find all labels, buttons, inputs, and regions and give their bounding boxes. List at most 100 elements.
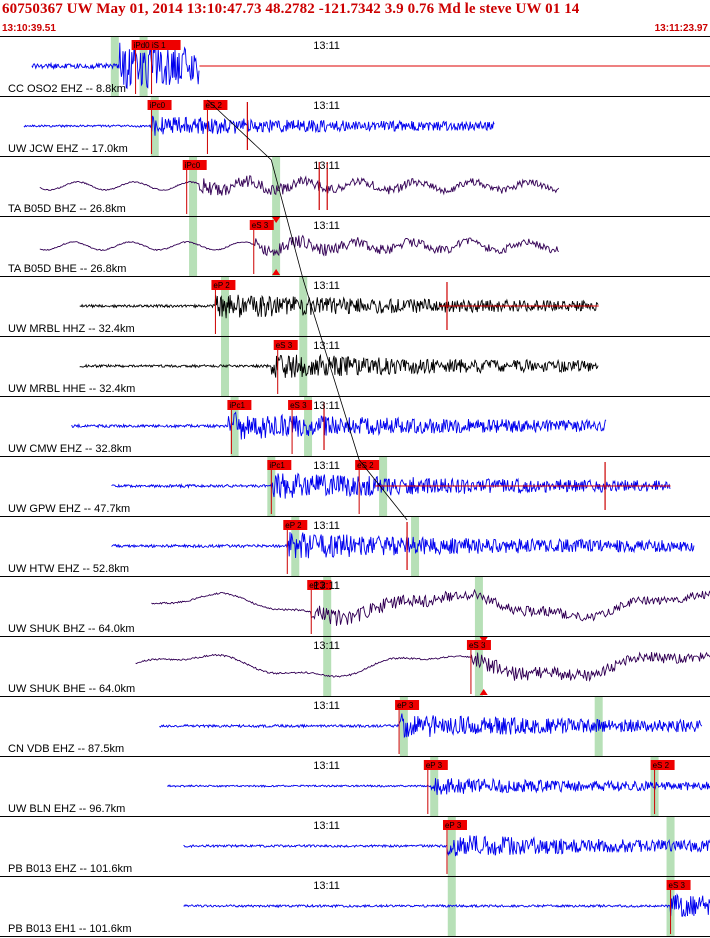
time-tick-label: 13:11 — [313, 880, 340, 892]
seismogram-traces: iPd0 iS 1 13:11 CC OSO2 EHZ -- 8.8km iPc0 eS… — [0, 36, 710, 937]
event-title: 60750367 UW May 01, 2014 13:10:47.73 48.… — [2, 1, 580, 17]
trace-row: eP 213:11 UW SHUK BHZ -- 64.0km — [8, 577, 710, 636]
time-tick-label: 13:11 — [313, 160, 340, 172]
phase-pick-box[interactable] — [273, 340, 298, 350]
time-tick-label: 13:11 — [313, 280, 340, 292]
waveform-trace — [71, 411, 607, 440]
phase-pick-box[interactable] — [131, 40, 181, 50]
trace-row: eP 3 13:11 PB B013 EHZ -- 101.6km — [8, 817, 710, 876]
phase-pick-box[interactable] — [307, 580, 332, 590]
channel-label: PB B013 EHZ -- 101.6km — [8, 863, 132, 875]
trace-row: iPc1 eS 3 13:11 UW CMW EHZ -- 32.8km — [8, 397, 607, 456]
trace-row: eS 3 13:11 PB B013 EH1 -- 101.6km — [8, 877, 710, 936]
waveform-trace — [79, 294, 599, 319]
phase-pick-label: eS 2 — [653, 761, 670, 770]
waveform-trace — [39, 175, 560, 196]
channel-label: CC OSO2 EHZ -- 8.8km — [8, 83, 126, 95]
predicted-arrival-window — [474, 577, 483, 636]
trace-row: eP 3 13:11 CN VDB EHZ -- 87.5km — [8, 697, 703, 756]
waveform-trace — [23, 115, 495, 136]
time-tick-label: 13:11 — [313, 820, 340, 832]
end-time-label: 13:11:23.97 — [654, 23, 708, 34]
phase-pick-label: eS 2 — [205, 101, 222, 110]
phase-pick-label: iPc1 — [229, 401, 245, 410]
time-tick-label: 13:11 — [313, 40, 340, 52]
phase-pick-box[interactable] — [227, 400, 252, 410]
polarity-marker — [479, 637, 488, 643]
phase-pick-label: eS 3 — [669, 881, 686, 890]
time-tick-label: 13:11 — [313, 700, 340, 712]
phase-pick-label: iPd0 iS 1 — [134, 41, 167, 50]
phase-pick-box[interactable] — [267, 460, 292, 470]
phase-pick-box[interactable] — [283, 520, 308, 530]
channel-label: UW MRBL HHE -- 32.4km — [8, 383, 135, 395]
predicted-arrival-window — [474, 637, 483, 696]
phase-pick-label: eP 3 — [426, 761, 443, 770]
phase-pick-label: eS 3 — [276, 341, 293, 350]
waveform-trace — [167, 777, 710, 795]
predicted-arrival-window — [666, 817, 675, 876]
predicted-arrival-window — [447, 817, 456, 876]
start-time-label: 13:10:39.51 — [2, 23, 56, 34]
trace-row: eS 3 13:11 UW MRBL HHE -- 32.4km — [8, 337, 599, 396]
phase-pick-box[interactable] — [395, 700, 420, 710]
predicted-arrival-window — [230, 397, 239, 456]
trace-row: iPc1 eS 2 13:11 UW GPW EHZ -- 47.7km — [8, 457, 671, 516]
phase-pick-label: eP 3 — [397, 701, 414, 710]
trace-row: eP 2 13:11 UW MRBL HHZ -- 32.4km — [8, 277, 599, 336]
waveform-trace — [151, 588, 710, 626]
channel-label: UW MRBL HHZ -- 32.4km — [8, 323, 135, 335]
predicted-arrival-window — [189, 157, 198, 216]
phase-pick-label: eS 3 — [252, 221, 269, 230]
channel-label: UW BLN EHZ -- 96.7km — [8, 803, 125, 815]
phase-pick-box[interactable] — [442, 820, 467, 830]
phase-pick-box[interactable] — [147, 100, 172, 110]
phase-pick-box[interactable] — [211, 280, 236, 290]
phase-pick-box[interactable] — [203, 100, 228, 110]
waveform-trace — [39, 234, 560, 257]
trace-row: eP 2 13:11 UW HTW EHZ -- 52.8km — [8, 517, 695, 576]
predicted-arrival-window — [299, 277, 308, 336]
predicted-arrival-window — [299, 337, 308, 396]
phase-pick-box[interactable] — [288, 400, 313, 410]
phase-pick-box[interactable] — [355, 460, 380, 470]
phase-pick-label: iPc0 — [150, 101, 166, 110]
trace-row: eS 3 13:11 UW SHUK BHE -- 64.0km — [8, 637, 710, 696]
channel-label: TA B05D BHZ -- 26.8km — [8, 203, 126, 215]
time-tick-label: 13:11 — [313, 460, 340, 472]
time-tick-label: 13:11 — [313, 220, 340, 232]
predicted-arrival-window — [323, 577, 332, 636]
phase-pick-box[interactable] — [666, 880, 691, 890]
waveform-trace — [31, 42, 200, 90]
phase-pick-box[interactable] — [466, 640, 491, 650]
traveltime-curve — [207, 99, 408, 521]
trace-row: iPd0 iS 1 13:11 CC OSO2 EHZ -- 8.8km — [8, 37, 710, 96]
trace-row: iPc0 eS 2 13:11 UW JCW EHZ -- 17.0km — [8, 97, 495, 156]
predicted-arrival-window — [272, 217, 281, 276]
predicted-arrival-window — [323, 637, 332, 696]
channel-label: UW HTW EHZ -- 52.8km — [8, 563, 129, 575]
phase-pick-box[interactable] — [249, 220, 274, 230]
predicted-arrival-window — [189, 217, 198, 276]
channel-label: UW JCW EHZ -- 17.0km — [8, 143, 128, 155]
time-tick-label: 13:11 — [313, 760, 340, 772]
waveform-trace — [159, 713, 703, 739]
phase-pick-label: eS 2 — [357, 461, 374, 470]
phase-pick-box[interactable] — [650, 760, 675, 770]
phase-pick-label: eP 2 — [213, 281, 230, 290]
time-tick-label: 13:11 — [313, 340, 340, 352]
phase-pick-box[interactable] — [182, 160, 207, 170]
phase-pick-label: iPc1 — [269, 461, 285, 470]
time-tick-label: 13:11 — [313, 640, 340, 652]
trace-row: eS 3 13:11 TA B05D BHE -- 26.8km — [8, 217, 560, 276]
waveform-trace — [79, 353, 599, 378]
phase-pick-box[interactable] — [423, 760, 448, 770]
trace-row: iPc0 13:11 TA B05D BHZ -- 26.8km — [8, 157, 560, 216]
trace-row: eP 3 eS 2 13:11 UW BLN EHZ -- 96.7km — [8, 757, 710, 816]
phase-pick-label: eP 2 — [285, 521, 302, 530]
waveform-trace — [135, 651, 710, 682]
channel-label: UW GPW EHZ -- 47.7km — [8, 503, 130, 515]
polarity-marker — [272, 217, 281, 223]
time-tick-label: 13:11 — [313, 400, 340, 412]
phase-pick-label: iPc0 — [185, 161, 201, 170]
